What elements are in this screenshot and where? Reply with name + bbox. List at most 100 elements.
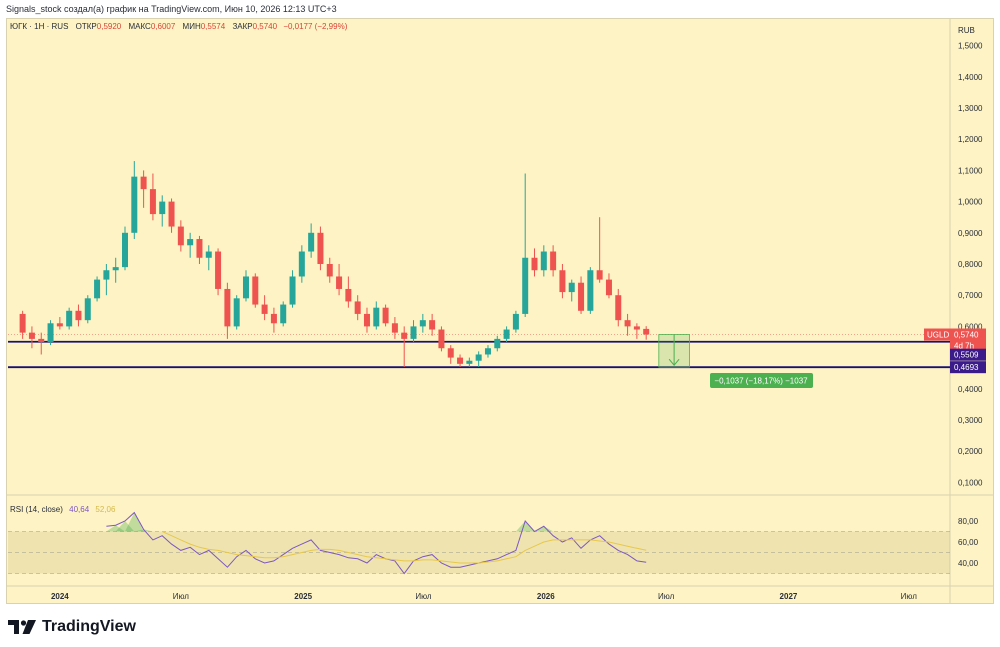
currency-label[interactable]: RUB <box>958 26 975 35</box>
candle-body <box>643 328 650 335</box>
candle-body <box>56 323 63 327</box>
rsi-ma-line <box>161 531 647 564</box>
candle-body <box>540 251 547 271</box>
last-price-badge: 0,5740 <box>950 328 986 341</box>
candle-body <box>103 270 110 280</box>
rsi-line <box>106 511 647 575</box>
candle-body <box>401 332 408 339</box>
price-tick-label: 0,8000 <box>958 260 983 269</box>
candle-body <box>438 329 445 349</box>
high-value: 0,6007 <box>150 22 176 31</box>
chart-frame[interactable] <box>6 18 994 604</box>
candle-body <box>233 298 240 327</box>
candle-body <box>596 270 603 280</box>
candle-body <box>187 239 194 246</box>
rsi-ma-value: 52,06 <box>95 505 116 514</box>
candle-body <box>298 251 305 277</box>
candle-body <box>131 176 138 233</box>
change-value: −0,0177 (−2,99%) <box>283 22 348 31</box>
candle-body <box>205 251 212 258</box>
candle-body <box>391 323 398 333</box>
rsi-overbought-fill <box>534 526 554 532</box>
candle-body <box>354 301 361 314</box>
time-axis-label: Июл <box>173 592 190 601</box>
rsi-overbought-fill <box>515 521 535 532</box>
candle-body <box>224 288 231 327</box>
rsi-tick-label: 80,00 <box>958 517 979 526</box>
level1-badge-bg <box>950 348 986 361</box>
open-label: ОТКР <box>75 22 97 31</box>
candle-body <box>503 329 510 339</box>
candle-body <box>447 348 454 358</box>
rsi-overbought-fill <box>106 525 126 532</box>
candle-body <box>38 338 45 342</box>
time-axis-label: Июл <box>901 592 918 601</box>
candle-body <box>168 201 175 227</box>
candle-body <box>419 320 426 327</box>
low-label: МИН <box>182 22 201 31</box>
candle-body <box>429 320 436 330</box>
candle-body <box>531 257 538 271</box>
symbol-legend: ЮГК · 1Н · RUS ОТКР0,5920 МАКС0,6007 МИН… <box>10 22 347 31</box>
candle-body <box>149 189 156 215</box>
chart-attribution: Signals_stock создал(а) график на Tradin… <box>6 4 337 14</box>
candle-body <box>522 257 529 314</box>
price-tick-label: 1,1000 <box>958 166 983 175</box>
candle-body <box>550 251 557 271</box>
time-axis-label: 2025 <box>294 592 312 601</box>
time-axis-label: 2026 <box>537 592 555 601</box>
ticker-badge: UGLD <box>927 331 949 340</box>
level1-badge-text: 0,5509 <box>954 351 979 360</box>
tradingview-logo[interactable]: TradingView <box>8 616 136 638</box>
high-label: МАКС <box>128 22 151 31</box>
rsi-label: RSI (14, close) <box>10 505 63 514</box>
time-axis-label: 2027 <box>780 592 798 601</box>
candle-body <box>484 348 491 355</box>
countdown-badge-bg <box>950 339 986 352</box>
symbol-label: ЮГК · 1Н · RUS <box>10 22 69 31</box>
candle-body <box>308 232 315 252</box>
candle-body <box>457 357 464 364</box>
tradingview-logo-icon <box>8 620 36 634</box>
rsi-value: 40,64 <box>69 505 90 514</box>
candle-body <box>512 313 519 330</box>
candle-body <box>373 307 380 327</box>
measure-label: −0,1037 (−18,17%) −1037 <box>714 377 808 386</box>
level2-badge-text: 0,4693 <box>954 363 979 372</box>
candle-body <box>28 332 35 339</box>
rsi-overbought-fill <box>134 529 153 532</box>
candle-body <box>140 176 147 190</box>
candle-body <box>289 276 296 305</box>
candle-body <box>624 320 631 327</box>
candle-body <box>19 313 26 333</box>
measure-arrow-head <box>668 358 680 366</box>
last-price-badge-bg <box>950 328 986 341</box>
level2-badge-bg <box>950 361 986 374</box>
ticker-badge-bg <box>924 328 950 341</box>
rsi-tick-label: 40,00 <box>958 559 979 568</box>
low-value: 0,5574 <box>200 22 226 31</box>
price-tick-label: 0,3000 <box>958 416 983 425</box>
candle-body <box>66 310 73 327</box>
rsi-tick-label: 60,00 <box>958 538 979 547</box>
candle-body <box>382 307 389 324</box>
price-tick-label: 0,9000 <box>958 229 983 238</box>
price-tick-label: 1,5000 <box>958 42 983 51</box>
candle-body <box>94 279 101 299</box>
price-tick-label: 0,4000 <box>958 385 983 394</box>
candle-body <box>587 270 594 311</box>
price-tick-label: 1,0000 <box>958 198 983 207</box>
candle-body <box>410 326 417 339</box>
candle-body <box>317 232 324 264</box>
candle-body <box>270 313 277 324</box>
candle-body <box>280 304 287 324</box>
candle-body <box>466 360 473 364</box>
countdown-badge-text: 4d 7h <box>954 342 974 351</box>
last-price-badge-text: 0,5740 <box>954 331 979 340</box>
price-tick-label: 1,3000 <box>958 104 983 113</box>
price-tick-label: 0,2000 <box>958 447 983 456</box>
level1-badge: 0,5509 <box>950 348 986 361</box>
measure-label-box <box>710 373 813 388</box>
candle-body <box>242 276 249 299</box>
